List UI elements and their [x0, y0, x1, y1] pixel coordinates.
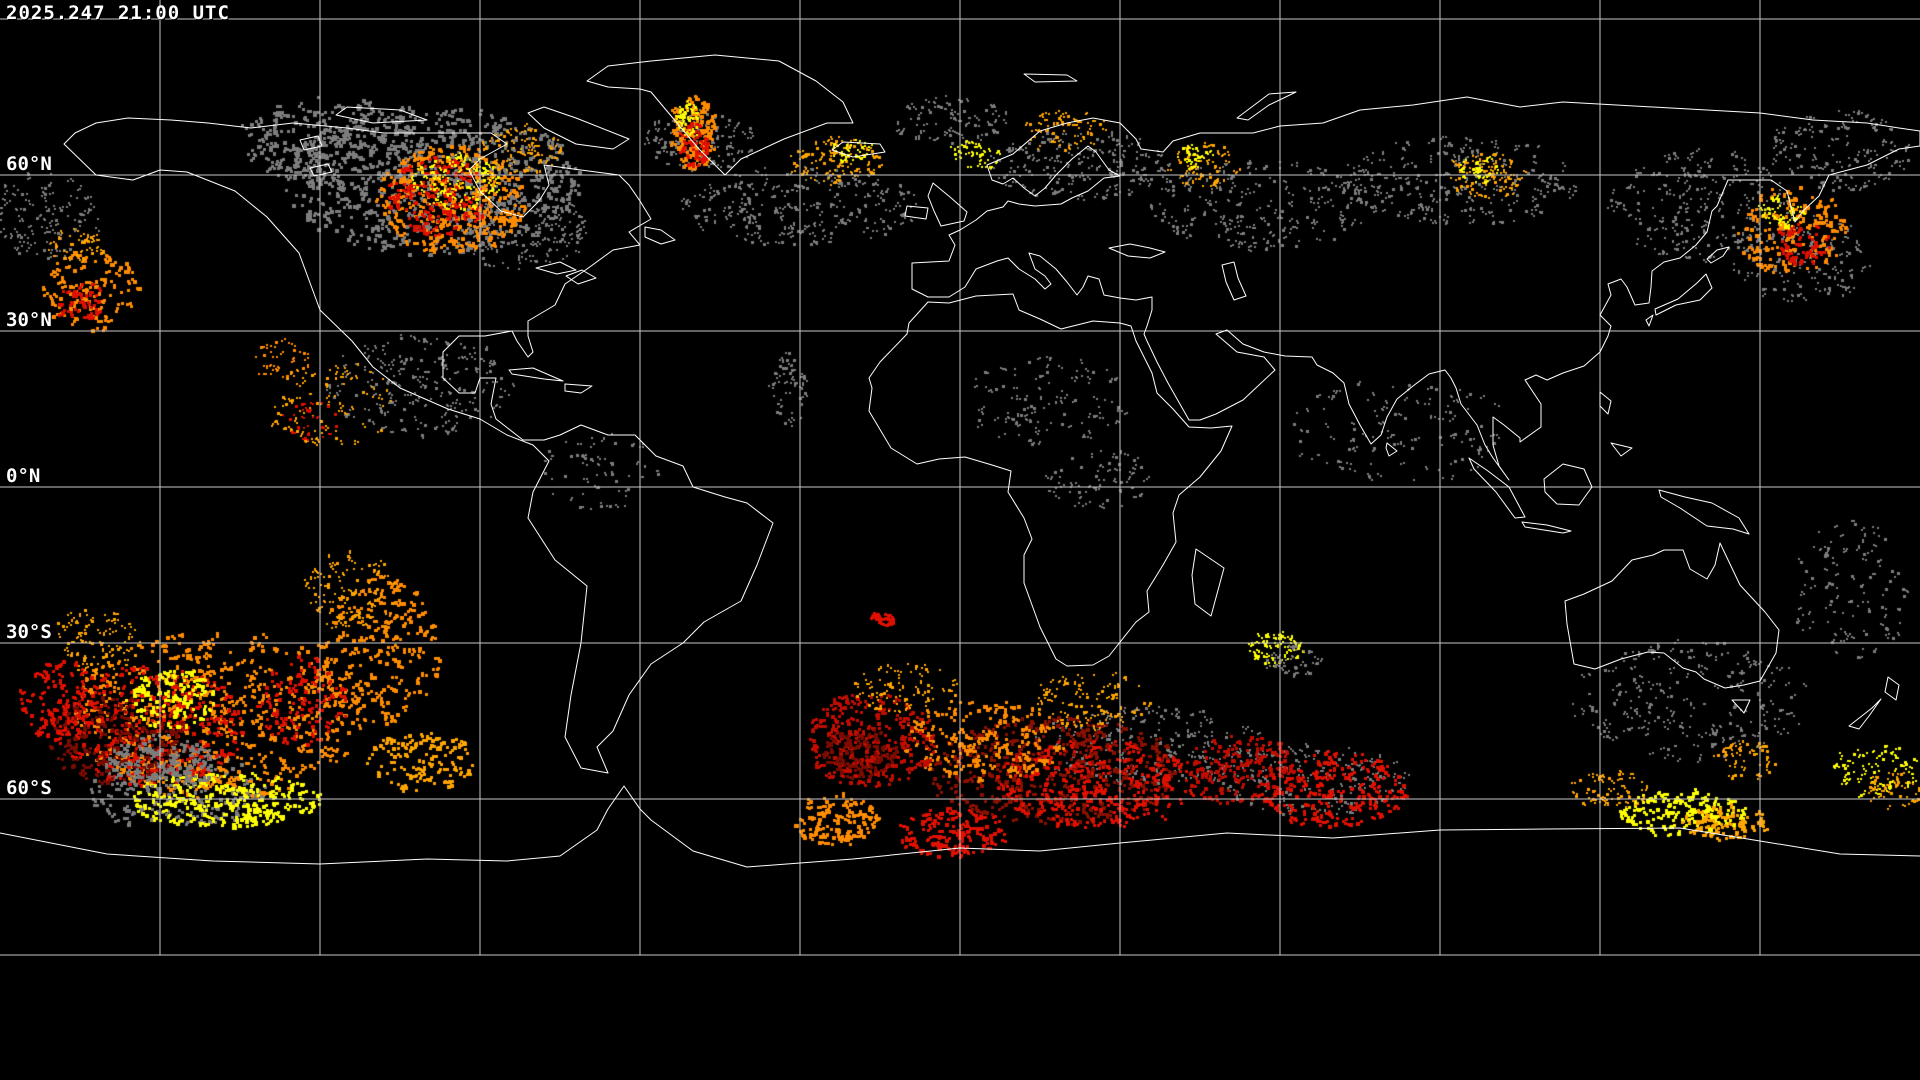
lat-label: 60°S — [6, 777, 52, 799]
coastline-eurasia — [911, 96, 1920, 481]
lat-label: 30°N — [6, 309, 52, 331]
coastline-africa — [868, 293, 1233, 667]
coastline-lakes — [299, 135, 1247, 301]
timestamp: 2025.247 21:00 UTC — [6, 2, 230, 24]
coastline-americas — [63, 117, 774, 774]
graticule-grid — [0, 0, 1920, 956]
coastline-islands — [335, 73, 1900, 730]
legend: SLW Large Drop Index 13.5-1616-1919-2222… — [0, 960, 1920, 1080]
lat-label: 60°N — [6, 153, 52, 175]
lat-label: 0°N — [6, 465, 41, 487]
coastline-antarctica — [0, 785, 1920, 868]
lat-label: 30°S — [6, 621, 52, 643]
coastline-greenland — [586, 54, 854, 176]
coastline-australia — [1564, 542, 1780, 689]
coastlines — [0, 54, 1920, 868]
